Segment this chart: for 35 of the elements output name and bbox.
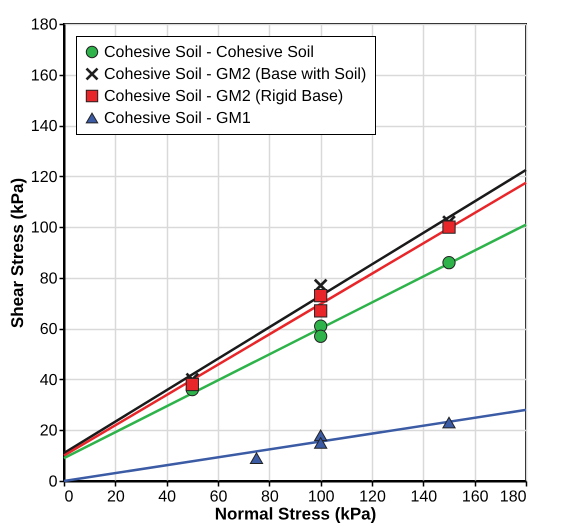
x-tick-label: 60 xyxy=(210,488,228,506)
x-tick-label: 120 xyxy=(359,488,386,506)
x-tick-label: 140 xyxy=(410,488,438,506)
point xyxy=(442,220,456,234)
point xyxy=(314,437,328,449)
y-tick-label: 180 xyxy=(30,16,58,34)
y-tick-label: 160 xyxy=(30,67,58,84)
y-tick-label: 60 xyxy=(40,321,58,338)
point xyxy=(442,416,456,428)
y-tick-label: 100 xyxy=(30,220,58,237)
x-axis-title: Normal Stress (kPa) xyxy=(214,504,376,524)
x-tick-label: 0 xyxy=(64,488,74,506)
point xyxy=(314,289,328,302)
x-tick-label: 80 xyxy=(260,488,279,506)
x-tick-label: 40 xyxy=(158,488,176,506)
legend-label: Cohesive Soil - Cohesive Soil xyxy=(104,44,314,61)
legend-label: Cohesive Soil - GM2 (Base with Soil) xyxy=(104,66,366,83)
y-tick-label: 0 xyxy=(48,474,58,490)
x-tick-label: 160 xyxy=(462,488,489,506)
y-tick-label: 120 xyxy=(30,168,58,186)
point xyxy=(442,256,456,270)
legend-label: Cohesive Soil - GM2 (Rigid Base) xyxy=(104,88,344,105)
point xyxy=(314,304,328,318)
x-tick-label: 100 xyxy=(308,488,335,506)
x-tick-label: 20 xyxy=(106,488,125,506)
point xyxy=(250,452,264,464)
legend-label: Cohesive Soil - GM1 xyxy=(104,110,251,127)
y-tick-label: 80 xyxy=(40,270,58,288)
y-axis-title: Shear Stress (kPa) xyxy=(8,178,27,328)
y-tick-label: 40 xyxy=(40,372,58,389)
x-tick-label: 180 xyxy=(500,488,527,506)
y-tick-label: 20 xyxy=(40,422,58,440)
point xyxy=(186,378,199,392)
point xyxy=(314,330,328,343)
y-tick-label: 140 xyxy=(30,118,58,136)
